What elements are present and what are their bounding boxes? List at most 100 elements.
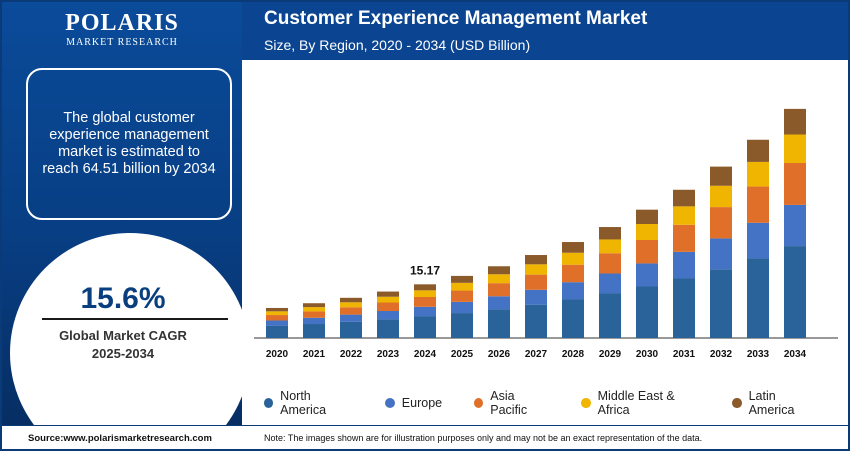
legend-item: Asia Pacific bbox=[474, 389, 549, 417]
bar-2033-series-4 bbox=[747, 139, 769, 162]
legend-label: Latin America bbox=[748, 389, 795, 417]
legend-item: Europe bbox=[384, 396, 443, 410]
bar-2027-series-4 bbox=[525, 255, 547, 265]
bar-2034-series-3 bbox=[784, 134, 806, 164]
bar-2025-series-0 bbox=[451, 313, 473, 338]
bar-2020-series-1 bbox=[266, 320, 288, 326]
bar-2029-series-1 bbox=[599, 273, 621, 294]
bar-2033-series-1 bbox=[747, 222, 769, 259]
bar-2020-series-4 bbox=[266, 307, 288, 312]
bar-2023-series-0 bbox=[377, 319, 399, 338]
cagr-circle bbox=[10, 233, 242, 425]
bar-2029-series-2 bbox=[599, 253, 621, 274]
bar-2031-series-1 bbox=[673, 251, 695, 279]
bar-2030-series-1 bbox=[636, 263, 658, 287]
summary-box: The global customer experience managemen… bbox=[26, 68, 232, 220]
bar-2022-series-0 bbox=[340, 321, 362, 338]
legend-item: Latin America bbox=[732, 389, 818, 417]
stacked-bar-chart: 2020 2021 2022 2023 2024 15.17 2025 2026 2027 202… bbox=[254, 108, 838, 360]
legend-label: Europe bbox=[401, 396, 443, 410]
bar-2031-series-4 bbox=[673, 189, 695, 207]
brand-name: POLARIS bbox=[65, 10, 179, 36]
legend-swatch bbox=[732, 398, 742, 408]
bar-2032-series-2 bbox=[710, 207, 732, 239]
legend-label: Asia Pacific bbox=[490, 389, 528, 417]
brand-logo: POLARIS MARKET RESEARCH bbox=[2, 10, 242, 48]
x-tick-label: 2021 bbox=[303, 349, 326, 360]
bar-2028-series-4 bbox=[562, 242, 584, 253]
x-tick-label: 2028 bbox=[562, 349, 585, 360]
x-tick-label: 2030 bbox=[636, 349, 659, 360]
legend-swatch bbox=[474, 398, 484, 408]
bar-2023-series-2 bbox=[377, 302, 399, 312]
chart-legend: North America Europe Asia Pacific Middle Ea… bbox=[264, 389, 850, 417]
x-tick-label: 2031 bbox=[673, 349, 696, 360]
bar-2032-series-3 bbox=[710, 185, 732, 208]
bar-2023-series-4 bbox=[377, 291, 399, 297]
x-tick-label: 2025 bbox=[451, 349, 474, 360]
bar-2032-series-4 bbox=[710, 166, 732, 186]
bar-2033-series-0 bbox=[747, 258, 769, 338]
bar-2031-series-3 bbox=[673, 206, 695, 225]
bar-2021-series-1 bbox=[303, 317, 325, 325]
bar-2020-series-2 bbox=[266, 315, 288, 321]
cagr-label: Global Market CAGR 2025-2034 bbox=[2, 327, 242, 363]
bar-2024-series-4 bbox=[414, 284, 436, 291]
bar-2025-series-4 bbox=[451, 275, 473, 283]
bar-2029-series-4 bbox=[599, 227, 621, 240]
bar-2028-series-1 bbox=[562, 282, 584, 300]
bar-2032-series-0 bbox=[710, 269, 732, 338]
x-tick-label: 2029 bbox=[599, 349, 622, 360]
brand-subtitle: MARKET RESEARCH bbox=[66, 37, 178, 48]
bar-2029-series-0 bbox=[599, 293, 621, 338]
bar-2025-series-1 bbox=[451, 301, 473, 314]
bar-2024-series-1 bbox=[414, 306, 436, 317]
bar-2021-series-4 bbox=[303, 303, 325, 308]
bar-2026-series-3 bbox=[488, 274, 510, 284]
bar-2022-series-2 bbox=[340, 307, 362, 315]
x-tick-label: 2026 bbox=[488, 349, 511, 360]
chart-header: Customer Experience Management Market Si… bbox=[242, 2, 848, 60]
bar-2028-series-3 bbox=[562, 252, 584, 265]
bar-2030-series-4 bbox=[636, 209, 658, 225]
bar-2034-series-0 bbox=[784, 246, 806, 338]
bar-2027-series-1 bbox=[525, 289, 547, 305]
footer-source: Source:www.polarismarketresearch.com bbox=[28, 433, 212, 444]
bar-2028-series-2 bbox=[562, 264, 584, 283]
chart-subtitle: Size, By Region, 2020 - 2034 (USD Billio… bbox=[264, 37, 531, 53]
bar-2021-series-0 bbox=[303, 324, 325, 338]
cagr-divider bbox=[42, 318, 228, 320]
bar-2029-series-3 bbox=[599, 239, 621, 254]
footer: Source:www.polarismarketresearch.com Not… bbox=[2, 425, 848, 449]
legend-swatch bbox=[264, 398, 274, 408]
bar-2026-series-2 bbox=[488, 283, 510, 297]
bar-2020-series-3 bbox=[266, 311, 288, 316]
x-tick-label: 2022 bbox=[340, 349, 363, 360]
bar-2021-series-2 bbox=[303, 311, 325, 318]
bar-2024-series-2 bbox=[414, 297, 436, 307]
bar-2030-series-3 bbox=[636, 224, 658, 240]
bar-2030-series-0 bbox=[636, 286, 658, 338]
bar-2023-series-1 bbox=[377, 311, 399, 320]
bar-2020-series-0 bbox=[266, 325, 288, 338]
cagr-label-line2: 2025-2034 bbox=[91, 346, 155, 361]
bar-2027-series-2 bbox=[525, 274, 547, 290]
bar-2023-series-3 bbox=[377, 296, 399, 303]
bar-2024-series-3 bbox=[414, 290, 436, 297]
bar-2021-series-3 bbox=[303, 307, 325, 312]
bar-2034-series-2 bbox=[784, 163, 806, 205]
x-tick-label: 2033 bbox=[747, 349, 770, 360]
bar-2026-series-0 bbox=[488, 309, 510, 338]
left-panel: POLARIS MARKET RESEARCH The global custo… bbox=[2, 2, 242, 425]
bar-2026-series-1 bbox=[488, 296, 510, 310]
footer-note: Note: The images shown are for illustrat… bbox=[264, 433, 703, 443]
bar-2031-series-2 bbox=[673, 224, 695, 252]
x-tick-label: 2020 bbox=[266, 349, 289, 360]
bar-2022-series-4 bbox=[340, 297, 362, 303]
legend-item: Middle East & Africa bbox=[581, 389, 700, 417]
bar-2027-series-0 bbox=[525, 304, 547, 338]
x-tick-label: 2032 bbox=[710, 349, 733, 360]
bar-2030-series-2 bbox=[636, 239, 658, 264]
cagr-value: 15.6% bbox=[80, 282, 166, 315]
